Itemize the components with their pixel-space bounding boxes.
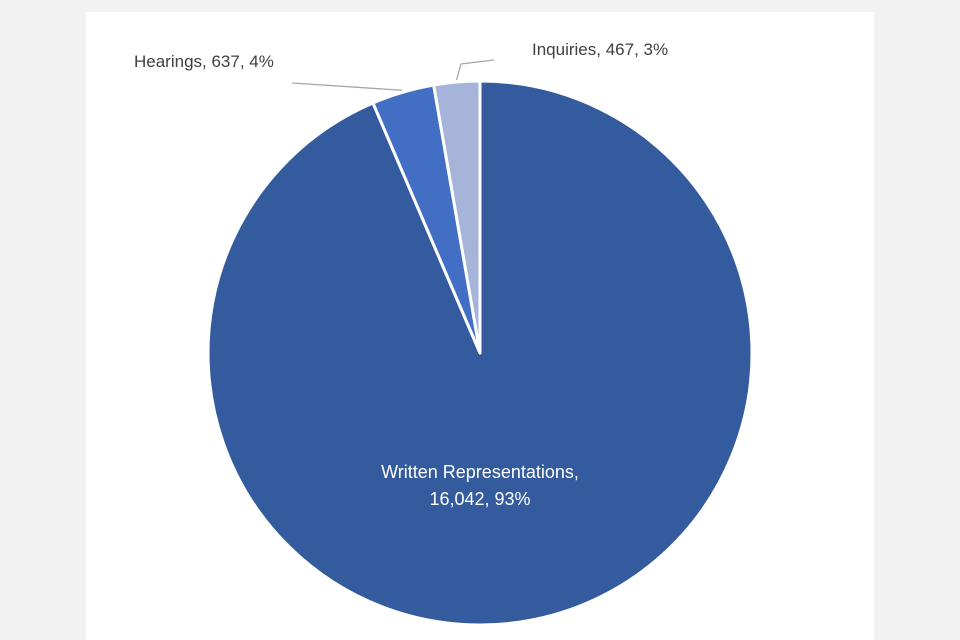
slice-inquiries xyxy=(432,79,482,355)
chart-panel: Written Representations, 16,042, 93% Hea… xyxy=(86,12,874,640)
leader-lines xyxy=(291,59,495,91)
slice-label-written-line1: Written Representations, xyxy=(381,462,579,482)
leader-line-inquiries xyxy=(455,59,495,81)
slice-label-hearings: Hearings, 637, 4% xyxy=(134,52,274,71)
slice-label-written-line2: 16,042, 93% xyxy=(429,489,530,509)
pie-slices xyxy=(206,79,754,627)
slice-written-representations xyxy=(206,79,754,627)
leader-line-hearings xyxy=(291,82,403,91)
slice-label-inquiries: Inquiries, 467, 3% xyxy=(532,40,668,59)
pie-chart: Written Representations, 16,042, 93% Hea… xyxy=(134,40,754,627)
